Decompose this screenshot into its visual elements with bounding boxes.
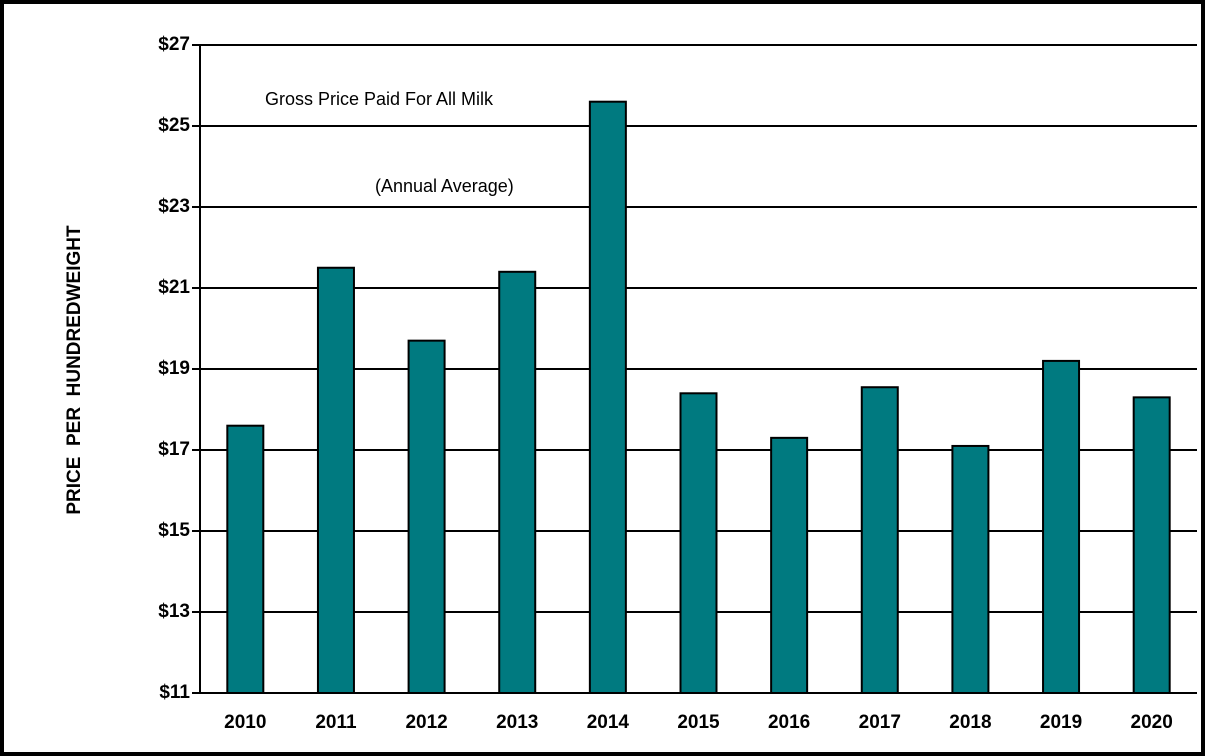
x-tick-label: 2019 (1040, 712, 1082, 733)
x-tick-label: 2020 (1131, 712, 1173, 733)
bar (226, 424, 265, 694)
x-tick-label: 2011 (315, 712, 357, 733)
x-tick-label: 2015 (677, 712, 720, 733)
y-tick-label: $21 (158, 277, 190, 298)
x-tick-label: 2017 (859, 712, 901, 733)
annotation: Gross Price Paid For All Milk (265, 89, 494, 109)
x-tick-label: 2018 (949, 712, 991, 733)
y-tick-label: $19 (158, 358, 190, 379)
bar (316, 266, 355, 694)
y-tick-label: $25 (158, 115, 190, 136)
x-tick-label: 2010 (224, 712, 266, 733)
y-tick-label: $13 (158, 601, 190, 622)
bar (770, 436, 809, 694)
y-tick-label: $27 (158, 34, 190, 55)
y-tick-label: $23 (158, 196, 190, 217)
bar (407, 339, 446, 694)
x-tick-label: 2012 (405, 712, 447, 733)
y-tick-label: $15 (158, 520, 190, 541)
bar (951, 444, 990, 695)
y-tick-label: $17 (158, 439, 190, 460)
bar (860, 386, 899, 694)
y-tick-label: $11 (159, 682, 190, 703)
x-tick-label: 2016 (768, 712, 810, 733)
bar (1132, 396, 1171, 694)
bar (498, 270, 537, 694)
annotation: (Annual Average) (375, 176, 514, 196)
bar (1042, 359, 1081, 694)
bar (588, 100, 627, 694)
bar (679, 392, 718, 694)
x-tick-label: 2014 (587, 712, 630, 733)
x-tick-label: 2013 (496, 712, 538, 733)
y-axis-label: PRICE PER HUNDREDWEIGHT (64, 225, 85, 515)
